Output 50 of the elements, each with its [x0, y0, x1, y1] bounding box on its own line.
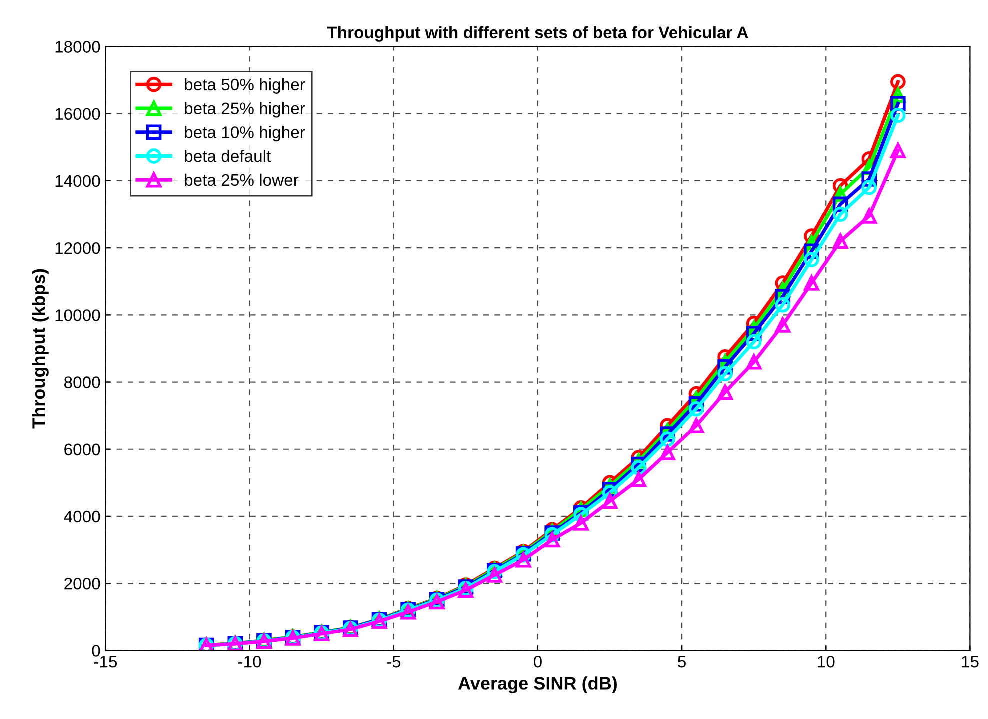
- y-tick-label: 6000: [64, 444, 100, 456]
- y-tick-label: 10000: [56, 310, 100, 322]
- y-tick-label: 18000: [56, 41, 100, 53]
- point: [544, 532, 560, 548]
- point: [688, 418, 704, 434]
- point: [890, 108, 906, 124]
- point: [890, 143, 906, 158]
- y-tick-label: 12000: [56, 242, 100, 254]
- y-tick-label: 16000: [56, 108, 100, 120]
- y-tick-label: 14000: [56, 175, 100, 188]
- point: [832, 206, 848, 222]
- x-tick-label: -5: [387, 656, 401, 668]
- point: [516, 552, 532, 568]
- point: [804, 276, 820, 291]
- point: [688, 401, 704, 417]
- x-tick-label: 0: [534, 656, 542, 668]
- point: [660, 432, 676, 447]
- point: [746, 354, 762, 370]
- point: [631, 472, 646, 488]
- point: [487, 568, 502, 583]
- chart-title: Throughput with different sets of beta for Vehicular A: [327, 26, 748, 42]
- legend-label: beta 25% lower: [185, 174, 299, 186]
- point: [746, 334, 762, 350]
- point: [804, 252, 820, 268]
- y-tick-label: 8000: [64, 376, 100, 388]
- y-tick-label: 2000: [64, 578, 100, 590]
- point: [602, 494, 618, 510]
- x-axis-title: Average SINR (dB): [458, 676, 617, 694]
- legend-label: beta default: [185, 150, 272, 162]
- x-tick-label: -10: [238, 656, 262, 668]
- x-tick-label: 10: [818, 656, 835, 668]
- point: [775, 318, 791, 333]
- legend-label: beta 10% higher: [185, 126, 306, 142]
- y-tick-label: 0: [92, 645, 100, 657]
- point: [862, 180, 877, 196]
- legend-label: beta 50% higher: [185, 78, 306, 94]
- point: [574, 516, 589, 531]
- y-axis-title: Throughput (kbps): [32, 269, 49, 429]
- y-tick-label: 4000: [64, 510, 100, 523]
- legend-label: beta 25% higher: [185, 102, 306, 118]
- x-tick-label: -15: [94, 656, 118, 668]
- point: [832, 234, 848, 249]
- x-tick-label: 15: [962, 656, 979, 668]
- point: [775, 297, 791, 313]
- point: [862, 208, 877, 224]
- point: [718, 384, 733, 400]
- point: [660, 445, 676, 460]
- x-tick-label: 5: [678, 656, 686, 668]
- point: [890, 74, 906, 90]
- point: [718, 366, 733, 382]
